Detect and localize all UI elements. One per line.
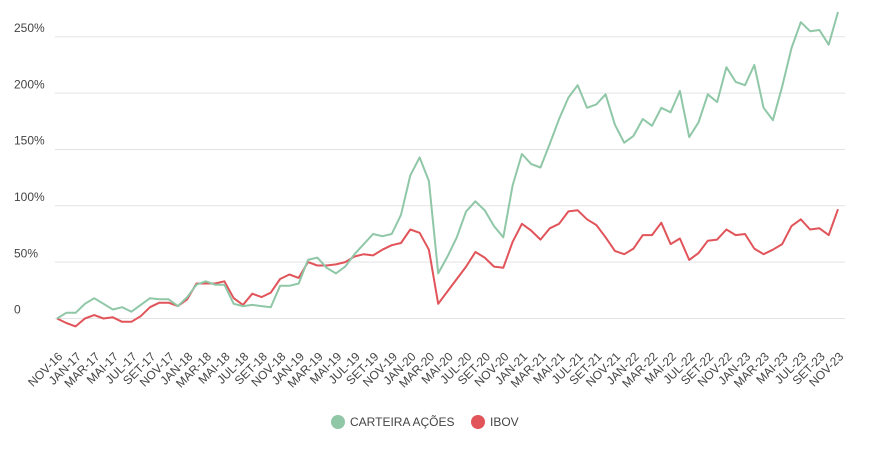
y-tick-label: 200% [14,77,45,91]
legend-label: CARTEIRA AÇÕES [350,414,454,429]
y-tick-label: 0 [14,303,21,317]
legend-label: IBOV [490,415,519,429]
y-tick-label: 50% [14,246,38,260]
line-series [56,208,839,328]
legend-marker [471,415,485,429]
legend-marker [331,415,345,429]
y-tick-label: 150% [14,134,45,148]
y-tick-label: 100% [14,190,45,204]
line-series [56,11,839,320]
y-tick-label: 250% [14,21,45,35]
